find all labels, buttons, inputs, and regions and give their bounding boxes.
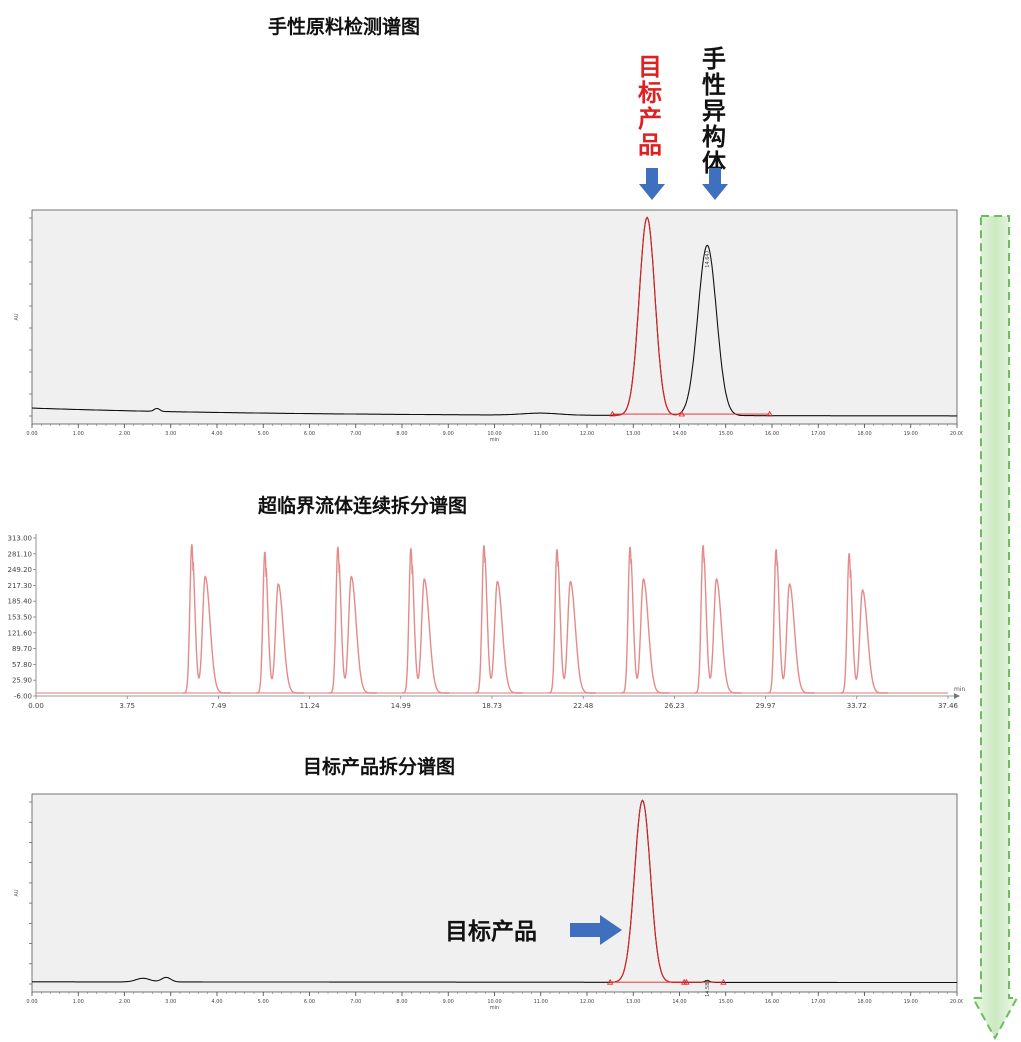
y-tick-label: 249.20 (8, 566, 33, 574)
x-tick-label: 7.49 (211, 702, 227, 710)
x-tick-label: 2.00 (119, 999, 130, 1005)
target-peak-trace (612, 216, 683, 416)
x-tick-label: 19.00 (904, 431, 918, 437)
plot-area (31, 209, 958, 425)
x-tick-label: 16.00 (765, 431, 779, 437)
x-tick-label: 14.99 (391, 702, 411, 710)
x-tick-label: 9.00 (443, 999, 454, 1005)
x-tick-label: 29.97 (756, 702, 776, 710)
y-tick-label: 25.90 (12, 677, 32, 685)
x-tick-label: 11.24 (300, 702, 321, 710)
chart3-panel: AU 0.00 1.00 2.00 3.00 4.00 5.00 6.00 7.00 8.00 9.… (8, 790, 964, 1030)
integration-marker (606, 978, 614, 985)
integration-marker (609, 410, 616, 417)
x-tick-label: 15.00 (719, 431, 733, 437)
x-axis-label: min (490, 1005, 499, 1011)
x-tick-label: 7.00 (350, 999, 361, 1005)
x-tick-label: 14.00 (672, 431, 686, 437)
chart1-svg: AU 0.00 1.00 2.00 3.00 4.00 5.00 6.00 7.00 8.00 9.… (8, 206, 964, 462)
x-tick-label: 4.00 (211, 999, 222, 1005)
x-tick-label: 2.00 (119, 431, 130, 437)
x-axis-arrowhead (954, 693, 960, 699)
integration-marker (683, 978, 690, 985)
x-tick-label: 11.00 (534, 999, 548, 1005)
chart2-panel: min -6.00 25.90 57.80 89.70 121.60 153.50 185.4… (0, 528, 966, 714)
x-tick-label: 18.73 (482, 702, 502, 710)
x-tick-label: 15.00 (719, 999, 733, 1005)
y-tick-label: 57.80 (12, 661, 32, 669)
chart1-title: 手性原料检测谱图 (268, 16, 421, 38)
y-tick-label: 89.70 (12, 645, 32, 653)
x-tick-label: 1.00 (73, 999, 84, 1005)
x-tick-label: 1.00 (73, 431, 84, 437)
chart2-svg: min -6.00 25.90 57.80 89.70 121.60 153.50 185.4… (0, 528, 966, 714)
chart3-svg: AU 0.00 1.00 2.00 3.00 4.00 5.00 6.00 7.00 8.00 9.… (8, 790, 964, 1030)
x-tick-label: 0.00 (28, 702, 44, 710)
chart1-panel: AU 0.00 1.00 2.00 3.00 4.00 5.00 6.00 7.00 8.00 9.… (8, 206, 964, 462)
chart2-title: 超临界流体连续拆分谱图 (258, 495, 468, 517)
x-tick-label: 11.00 (534, 431, 548, 437)
y-axis-label: AU (14, 313, 20, 320)
x-tick-label: 37.46 (938, 702, 959, 710)
x-axis-label: min (490, 437, 499, 443)
y-axis-label: AU (14, 889, 20, 896)
y-tick-label: -6.00 (14, 693, 32, 701)
integration-marker (766, 410, 773, 417)
x-tick-label: 7.00 (350, 431, 361, 437)
isomer-down-arrow-icon (702, 168, 728, 200)
x-tick-label: 33.72 (847, 702, 867, 710)
x-axis-unit: min (954, 686, 965, 693)
x-tick-label: 26.23 (664, 702, 684, 710)
x-tick-label: 22.48 (573, 702, 593, 710)
target-down-arrow-icon (639, 168, 665, 200)
x-tick-label: 5.00 (258, 431, 269, 437)
y-tick-label: 153.50 (8, 614, 33, 622)
x-tick-label: 8.00 (396, 431, 407, 437)
x-tick-label: 9.00 (443, 431, 454, 437)
x-tick-label: 17.00 (811, 431, 825, 437)
x-tick-label: 12.00 (580, 999, 594, 1005)
plot-area (31, 793, 958, 993)
x-tick-label: 14.00 (672, 999, 686, 1005)
target-product-label: 目标产品 (638, 53, 662, 159)
x-tick-label: 16.00 (765, 999, 779, 1005)
x-tick-label: 18.00 (857, 431, 871, 437)
x-tick-label: 10.00 (487, 999, 501, 1005)
x-tick-label: 0.00 (26, 431, 37, 437)
x-tick-label: 3.75 (119, 702, 135, 710)
x-tick-label: 3.00 (165, 431, 176, 437)
y-tick-label: 313.00 (8, 535, 33, 543)
x-tick-label: 6.00 (304, 431, 315, 437)
chiral-isomer-label: 手性异构体 (702, 45, 726, 177)
x-tick-label: 20.00 (950, 431, 963, 437)
x-tick-label: 5.00 (258, 999, 269, 1005)
integration-marker (720, 978, 727, 985)
peak-time-label: 14.586 (705, 979, 711, 997)
y-tick-label: 281.10 (8, 550, 33, 558)
x-tick-label: 20.00 (950, 999, 963, 1005)
integration-marker (678, 410, 685, 417)
chromatogram-trace (32, 216, 957, 417)
x-tick-label: 17.00 (811, 999, 825, 1005)
x-tick-label: 4.00 (211, 431, 222, 437)
y-tick-label: 185.40 (8, 598, 33, 606)
y-tick-label: 121.60 (8, 629, 33, 637)
right-arrow-icon (570, 915, 622, 945)
chart3-title: 目标产品拆分谱图 (303, 756, 456, 778)
x-tick-label: 8.00 (396, 999, 407, 1005)
process-flow-arrow-icon (971, 215, 1019, 1041)
x-tick-label: 13.00 (626, 999, 640, 1005)
x-tick-label: 6.00 (304, 999, 315, 1005)
chromatogram-trace (32, 799, 957, 984)
x-tick-label: 19.00 (904, 999, 918, 1005)
y-tick-label: 217.30 (8, 582, 33, 590)
x-tick-label: 3.00 (165, 999, 176, 1005)
x-tick-label: 0.00 (26, 999, 37, 1005)
peak-time-label: 14.647 (705, 250, 711, 268)
x-tick-label: 12.00 (580, 431, 594, 437)
x-tick-label: 10.00 (487, 431, 501, 437)
target-product-callout: 目标产品 (445, 919, 537, 945)
x-tick-label: 13.00 (626, 431, 640, 437)
x-tick-label: 18.00 (857, 999, 871, 1005)
